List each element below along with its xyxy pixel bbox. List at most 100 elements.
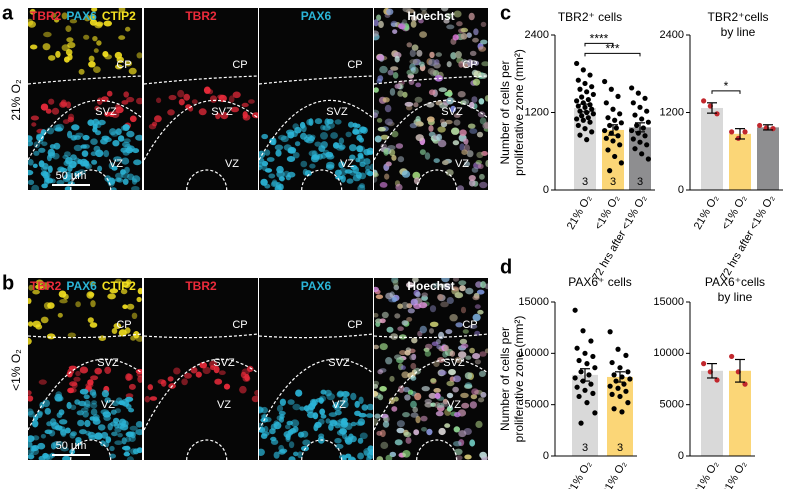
scale-bar-label: 50 µm xyxy=(56,440,87,452)
cell xyxy=(334,169,342,176)
cell xyxy=(413,303,422,310)
cell xyxy=(438,331,445,340)
cell xyxy=(126,303,135,310)
data-point xyxy=(605,115,611,121)
cell xyxy=(474,359,481,365)
cell xyxy=(271,137,277,146)
data-point xyxy=(612,153,618,160)
cell xyxy=(345,131,352,138)
data-point xyxy=(637,139,643,145)
cell xyxy=(122,304,128,309)
region-label: VZ xyxy=(455,158,469,170)
cell xyxy=(168,94,177,101)
cell xyxy=(434,75,443,82)
cell xyxy=(476,289,485,295)
cell xyxy=(112,140,120,147)
cell xyxy=(297,451,303,459)
cell xyxy=(94,367,102,375)
cell xyxy=(359,126,367,133)
cell xyxy=(436,344,442,350)
cells xyxy=(144,360,258,403)
cell xyxy=(397,303,403,309)
cell xyxy=(379,65,388,74)
cell xyxy=(83,14,91,22)
data-point xyxy=(584,137,590,143)
region-label: SVZ xyxy=(213,357,235,369)
cell xyxy=(241,102,249,108)
cell xyxy=(354,400,360,408)
cell xyxy=(401,320,409,326)
cell xyxy=(102,411,112,418)
cell xyxy=(472,37,479,43)
cell xyxy=(421,10,428,16)
cell xyxy=(280,135,289,143)
region-label: VZ xyxy=(225,158,239,170)
cell xyxy=(485,160,488,167)
cell xyxy=(133,159,142,166)
data-point xyxy=(714,377,720,383)
region-label: CP xyxy=(462,319,477,331)
cell xyxy=(366,455,372,460)
cell xyxy=(48,98,55,105)
data-point xyxy=(607,168,613,174)
cell xyxy=(476,151,484,159)
cell xyxy=(445,329,453,335)
cell xyxy=(123,281,131,289)
data-point xyxy=(608,86,614,92)
cell xyxy=(42,282,50,290)
data-point xyxy=(612,117,618,123)
cell xyxy=(305,407,314,414)
cell xyxy=(82,410,89,418)
cell xyxy=(59,419,68,425)
cell xyxy=(71,124,80,131)
cell xyxy=(273,451,280,459)
cell xyxy=(270,181,279,188)
cell xyxy=(264,183,271,189)
category-label: 21% O₂ xyxy=(565,459,594,489)
data-point xyxy=(639,116,645,122)
data-point xyxy=(577,132,583,138)
data-point xyxy=(575,122,581,129)
cell xyxy=(40,434,46,439)
cell xyxy=(344,169,353,174)
cell xyxy=(214,378,223,385)
cell xyxy=(304,170,312,177)
cell xyxy=(445,169,454,176)
cell xyxy=(460,33,468,40)
cell xyxy=(103,20,113,27)
cell xyxy=(156,97,162,104)
cell xyxy=(478,46,487,52)
cell xyxy=(28,140,34,147)
n-label: 3 xyxy=(637,176,643,188)
cell xyxy=(365,413,373,418)
cell xyxy=(126,130,135,138)
cell xyxy=(122,149,130,156)
cell xyxy=(293,451,299,457)
cell xyxy=(459,129,467,136)
cell xyxy=(377,369,383,375)
cell xyxy=(418,18,424,24)
cell xyxy=(74,399,81,405)
cell xyxy=(367,170,373,177)
cell xyxy=(67,116,74,123)
cell xyxy=(391,130,399,138)
cell xyxy=(469,324,478,329)
cell xyxy=(421,295,428,301)
data-point xyxy=(605,147,611,153)
cell xyxy=(88,55,95,62)
cell xyxy=(426,428,433,436)
cell xyxy=(477,309,484,315)
cell xyxy=(83,34,90,40)
cell xyxy=(124,60,133,67)
data-point xyxy=(618,160,624,166)
cell xyxy=(424,350,432,357)
cell xyxy=(320,132,328,140)
cell xyxy=(338,161,345,169)
cell xyxy=(59,299,68,304)
data-point xyxy=(589,129,595,135)
cell xyxy=(433,388,441,393)
data-point xyxy=(579,113,585,119)
data-point xyxy=(576,357,582,364)
data-point xyxy=(582,80,588,87)
cell xyxy=(428,89,436,96)
